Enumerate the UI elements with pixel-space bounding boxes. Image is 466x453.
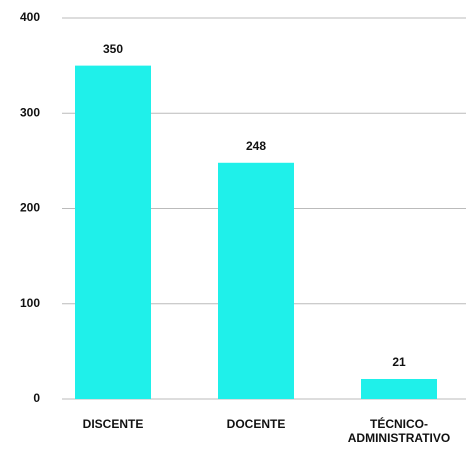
x-tick-label: DOCENTE <box>227 417 286 431</box>
bar <box>361 378 437 399</box>
x-tick-label: DISCENTE <box>83 417 144 431</box>
y-tick-label: 200 <box>20 201 40 215</box>
y-tick-label: 0 <box>33 391 40 405</box>
x-tick-label: TÉCNICO-ADMINISTRATIVO <box>348 416 450 445</box>
y-tick-label: 400 <box>20 10 40 24</box>
bar <box>218 162 294 399</box>
y-tick-label: 100 <box>20 296 40 310</box>
bar <box>75 65 151 399</box>
data-label: 350 <box>103 42 123 56</box>
data-label: 21 <box>392 355 406 369</box>
data-label: 248 <box>246 139 266 153</box>
y-tick-label: 300 <box>20 105 40 119</box>
